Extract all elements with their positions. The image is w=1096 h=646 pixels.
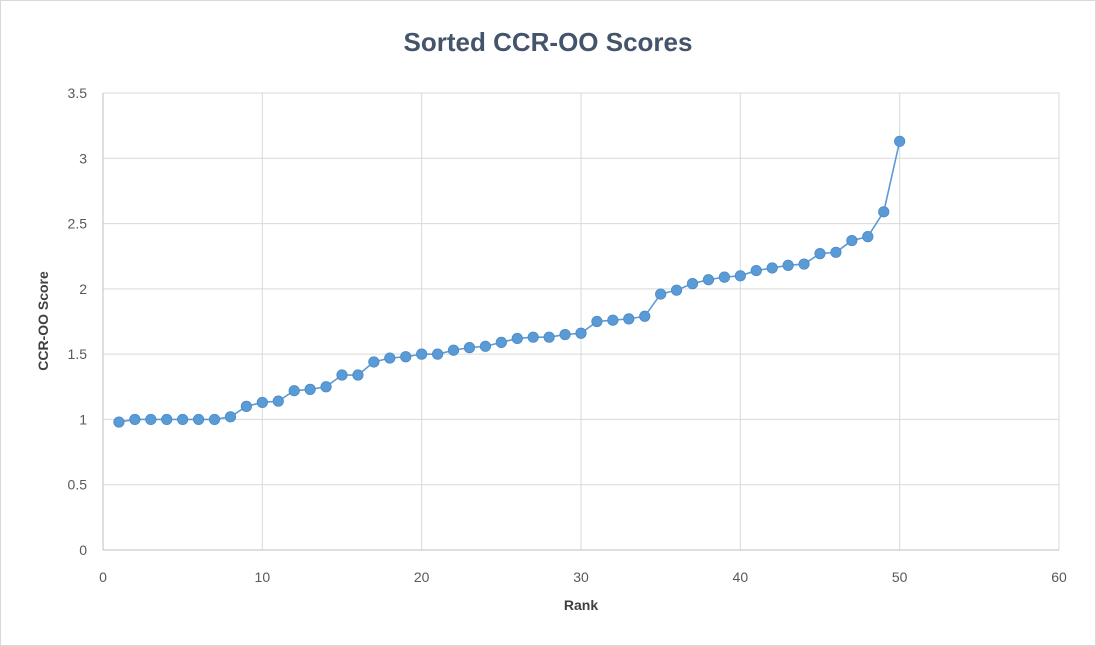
- y-axis-title: CCR-OO Score: [35, 271, 51, 371]
- data-series: [113, 135, 906, 428]
- data-point: [878, 206, 890, 218]
- data-point: [670, 284, 683, 296]
- data-point: [288, 385, 300, 397]
- data-point: [368, 356, 380, 368]
- data-point: [177, 413, 189, 426]
- y-tick-label: 2.5: [68, 216, 88, 232]
- x-tick-label: 0: [99, 569, 107, 585]
- data-point: [862, 231, 874, 243]
- data-point: [352, 369, 364, 381]
- x-tick-label: 20: [414, 569, 430, 585]
- data-point: [400, 351, 412, 363]
- data-point: [320, 381, 332, 393]
- data-point: [607, 314, 619, 326]
- x-tick-label: 60: [1051, 569, 1067, 585]
- data-point: [129, 413, 141, 426]
- data-point: [894, 135, 906, 147]
- data-point: [208, 413, 221, 426]
- data-point: [527, 331, 539, 343]
- series-line: [118, 141, 901, 423]
- grid-lines: [103, 92, 1060, 550]
- data-point: [447, 344, 460, 356]
- data-point: [384, 352, 396, 364]
- y-tick-label: 2: [79, 281, 87, 297]
- data-point: [479, 340, 491, 352]
- y-tick-label: 1.5: [68, 346, 88, 362]
- data-point: [256, 396, 268, 409]
- data-point: [416, 348, 428, 360]
- data-point: [702, 274, 715, 286]
- data-point: [161, 413, 173, 426]
- data-point: [543, 331, 555, 343]
- x-axis-title: Rank: [564, 597, 598, 613]
- data-point: [639, 310, 651, 322]
- data-point: [766, 262, 778, 274]
- y-tick-label: 0.5: [68, 477, 88, 493]
- data-point: [431, 348, 444, 360]
- data-point: [718, 271, 731, 283]
- chart-title: Sorted CCR-OO Scores: [403, 27, 693, 57]
- data-point: [846, 234, 858, 247]
- y-tick-label: 3: [79, 150, 87, 166]
- x-tick-label: 50: [892, 569, 908, 585]
- data-point: [336, 369, 348, 381]
- y-tick-label: 1: [79, 411, 87, 427]
- data-point: [113, 416, 125, 428]
- data-point: [734, 270, 746, 282]
- data-point: [463, 342, 476, 354]
- x-tick-label: 40: [733, 569, 749, 585]
- data-point: [224, 411, 237, 423]
- data-point: [591, 315, 603, 328]
- data-point: [559, 328, 571, 341]
- data-point: [240, 400, 252, 412]
- y-tick-label: 3.5: [68, 85, 88, 101]
- data-point: [686, 278, 699, 290]
- data-point: [782, 259, 794, 271]
- data-point: [798, 258, 810, 270]
- data-point: [272, 395, 284, 407]
- y-tick-label: 0: [79, 542, 87, 558]
- axes: 0 0.5 1 1.5 2 2.5 3 3.5 0 10 20 30 40 50 60: [68, 85, 1067, 585]
- data-point: [623, 313, 635, 325]
- data-point: [655, 288, 667, 300]
- data-point: [495, 336, 507, 348]
- data-point: [750, 264, 762, 277]
- data-point: [304, 383, 316, 395]
- data-point: [814, 248, 826, 260]
- data-point: [830, 246, 842, 258]
- data-point: [145, 413, 157, 426]
- data-point: [193, 413, 205, 426]
- data-point: [511, 332, 523, 345]
- x-tick-label: 30: [573, 569, 589, 585]
- data-point: [575, 327, 587, 339]
- x-tick-label: 10: [255, 569, 271, 585]
